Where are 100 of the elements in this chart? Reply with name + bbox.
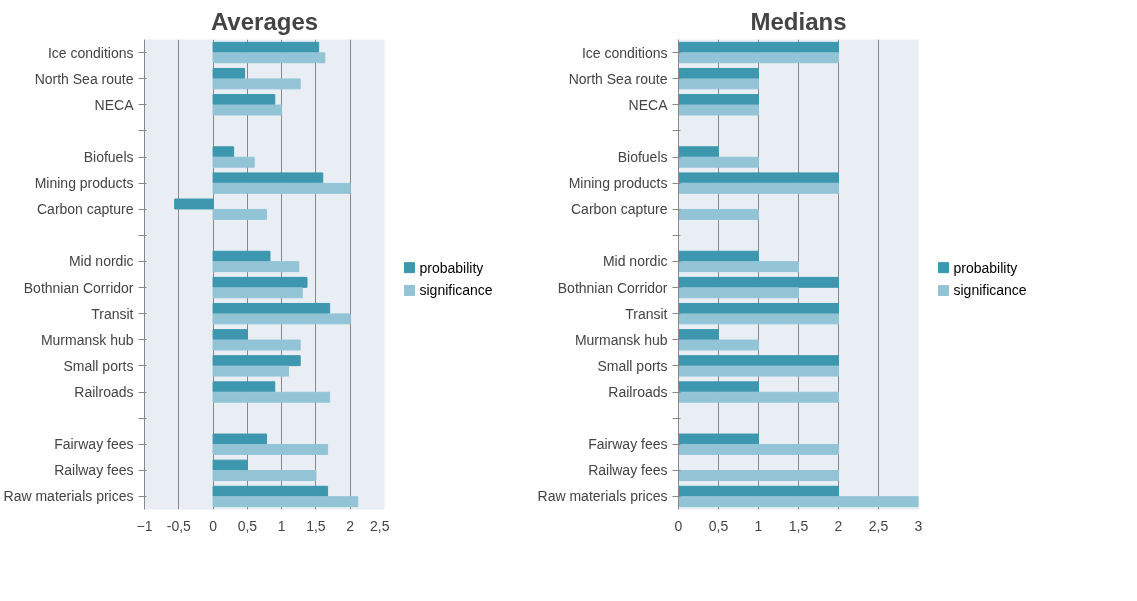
bar xyxy=(212,172,324,184)
bar xyxy=(678,355,839,367)
bar xyxy=(212,146,235,158)
bar xyxy=(678,485,839,497)
bar xyxy=(212,52,326,64)
bar xyxy=(212,156,255,168)
bar xyxy=(678,496,919,508)
bar xyxy=(212,104,283,116)
x-tick-label: 3 xyxy=(914,517,923,534)
bar xyxy=(678,208,759,220)
y-tick-label: Murmansk hub xyxy=(574,331,668,348)
bar xyxy=(212,339,301,351)
bar xyxy=(212,261,300,273)
x-tick-label: −1 xyxy=(136,517,153,534)
bar xyxy=(212,287,303,299)
x-tick-label: 2 xyxy=(346,517,355,534)
y-tick-label: Carbon capture xyxy=(571,201,668,218)
bar xyxy=(212,182,351,194)
x-tick-label: 1,5 xyxy=(306,517,326,534)
bar xyxy=(212,41,320,53)
bar xyxy=(212,485,329,497)
bar xyxy=(678,261,799,273)
bar xyxy=(678,443,839,455)
bar xyxy=(678,365,839,377)
bar xyxy=(174,198,214,210)
y-tick-label: Raw materials prices xyxy=(3,488,134,505)
x-tick-label: 2,5 xyxy=(370,517,390,534)
x-tick-label: 0,5 xyxy=(237,517,258,534)
y-tick-label: North Sea route xyxy=(34,70,134,87)
x-tick-label: 1 xyxy=(277,517,286,534)
legend-label: probability xyxy=(953,259,1018,276)
legend-label: probability xyxy=(419,259,484,276)
legend-label: significance xyxy=(953,282,1027,299)
bar xyxy=(678,433,759,445)
x-tick-label: 2 xyxy=(834,517,843,534)
chart-title: Medians xyxy=(750,7,847,35)
chart-title: Averages xyxy=(210,7,319,35)
bar xyxy=(212,365,289,377)
bar xyxy=(678,104,759,116)
bar xyxy=(678,287,799,299)
x-tick-label: 0,5 xyxy=(708,517,729,534)
bar xyxy=(678,67,759,79)
y-tick-label: Transit xyxy=(625,305,668,322)
y-tick-label: Carbon capture xyxy=(37,201,134,218)
bar xyxy=(678,172,839,184)
bar xyxy=(212,459,248,471)
bar xyxy=(678,78,759,90)
y-tick-label: Railway fees xyxy=(54,462,134,479)
bar xyxy=(678,339,759,351)
y-tick-label: NECA xyxy=(94,96,135,113)
bar xyxy=(678,391,839,403)
y-tick-label: Railroads xyxy=(74,384,134,400)
y-tick-label: Ice conditions xyxy=(47,44,134,61)
y-tick-label: Bothnian Corridor xyxy=(23,279,134,296)
y-tick-label: Mining products xyxy=(568,175,668,192)
x-tick-label: 1,5 xyxy=(788,517,809,534)
bar xyxy=(678,156,759,168)
bar xyxy=(212,433,268,445)
bar xyxy=(678,146,719,158)
bar xyxy=(678,94,759,106)
y-tick-label: North Sea route xyxy=(568,70,668,87)
bar xyxy=(678,381,759,393)
bar xyxy=(212,67,246,79)
y-tick-label: Bothnian Corridor xyxy=(557,279,668,296)
bar xyxy=(678,41,839,53)
bar xyxy=(678,52,839,64)
bar xyxy=(212,94,276,106)
bar xyxy=(212,329,248,341)
bar xyxy=(678,313,839,325)
bar xyxy=(212,391,331,403)
x-tick-label: 2,5 xyxy=(868,517,889,534)
bar xyxy=(212,208,268,220)
y-tick-label: Biofuels xyxy=(83,149,134,165)
y-tick-label: Mid nordic xyxy=(68,253,134,270)
y-tick-label: Railway fees xyxy=(588,462,668,479)
x-tick-label: 0 xyxy=(674,517,683,534)
bar xyxy=(678,302,839,314)
bar xyxy=(678,182,839,194)
y-tick-label: NECA xyxy=(628,96,669,113)
y-tick-label: Transit xyxy=(91,305,134,322)
y-tick-label: Biofuels xyxy=(617,149,668,165)
bar xyxy=(212,276,308,288)
y-tick-label: Mid nordic xyxy=(602,253,668,270)
y-tick-label: Railroads xyxy=(608,384,668,400)
x-tick-label: -0,5 xyxy=(166,517,192,534)
bar xyxy=(212,302,331,314)
y-tick-label: Fairway fees xyxy=(54,436,134,453)
y-tick-label: Mining products xyxy=(34,175,134,192)
bar xyxy=(212,78,301,90)
bar xyxy=(212,470,317,482)
y-tick-label: Small ports xyxy=(597,357,668,374)
x-tick-label: 0 xyxy=(209,517,218,534)
bar xyxy=(212,250,271,262)
bar xyxy=(212,313,351,325)
bar xyxy=(212,443,329,455)
bar xyxy=(678,276,839,288)
bar xyxy=(678,250,759,262)
bar xyxy=(678,470,839,482)
bar xyxy=(212,381,276,393)
y-tick-label: Small ports xyxy=(63,357,134,374)
